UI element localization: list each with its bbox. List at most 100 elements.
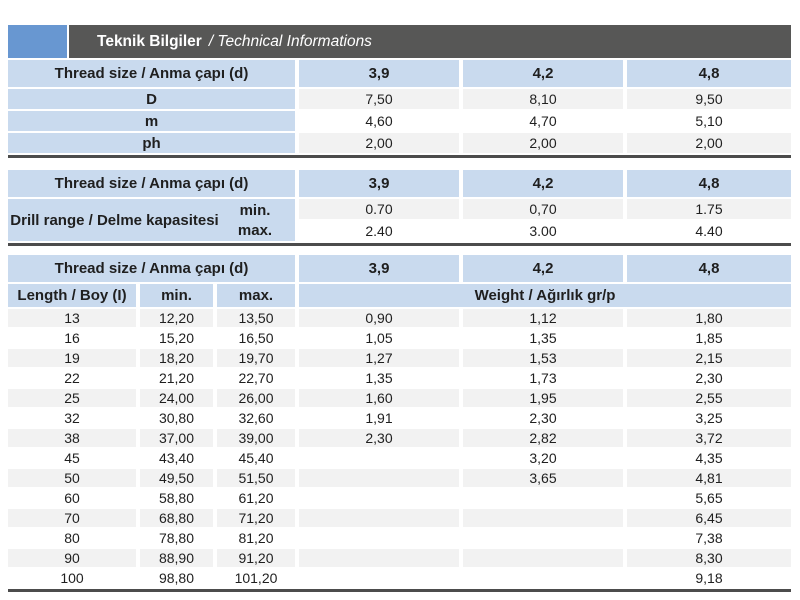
title-turkish: Teknik Bilgiler bbox=[97, 32, 202, 50]
thread-size-header-cell: Thread size / Anma çapı (d) bbox=[8, 60, 295, 87]
weight-cell: 3,25 bbox=[627, 409, 791, 427]
weight-header: Weight / Ağırlık gr/p bbox=[299, 284, 791, 307]
max-cell: 32,60 bbox=[217, 409, 295, 427]
page-title: Teknik Bilgiler / Technical Informations bbox=[69, 25, 791, 58]
drill-max-cell: 2.40 bbox=[299, 221, 459, 241]
weight-cell bbox=[463, 549, 623, 567]
max-label: max. bbox=[237, 221, 273, 239]
min-cell: 30,80 bbox=[140, 409, 213, 427]
weight-cell: 9,18 bbox=[627, 569, 791, 587]
min-label: min. bbox=[239, 201, 271, 219]
dim-row-label: D bbox=[8, 89, 295, 109]
length-cell: 90 bbox=[8, 549, 136, 567]
drill-max-cell: 3.00 bbox=[463, 221, 623, 241]
weight-cell: 8,30 bbox=[627, 549, 791, 567]
min-cell: 68,80 bbox=[140, 509, 213, 527]
dim-value-cell: 5,10 bbox=[627, 111, 791, 131]
thread-size-header-cell: Thread size / Anma çapı (d) bbox=[8, 170, 295, 197]
weight-cell: 2,15 bbox=[627, 349, 791, 367]
min-header: min. bbox=[140, 284, 213, 307]
dim-value-cell: 7,50 bbox=[299, 89, 459, 109]
max-header: max. bbox=[217, 284, 295, 307]
min-cell: 37,00 bbox=[140, 429, 213, 447]
weight-cell: 2,30 bbox=[627, 369, 791, 387]
min-cell: 43,40 bbox=[140, 449, 213, 467]
dim-value-cell: 4,60 bbox=[299, 111, 459, 131]
weight-cell bbox=[299, 509, 459, 527]
length-header: Length / Boy (I) bbox=[8, 284, 136, 307]
length-cell: 45 bbox=[8, 449, 136, 467]
dim-value-cell: 2,00 bbox=[463, 133, 623, 153]
thread-col-header-0: 3,9 bbox=[299, 60, 459, 87]
min-cell: 98,80 bbox=[140, 569, 213, 587]
weight-cell bbox=[463, 489, 623, 507]
weight-cell: 3,20 bbox=[463, 449, 623, 467]
thread-col-header-2: 4,8 bbox=[627, 60, 791, 87]
weight-cell bbox=[299, 449, 459, 467]
drill-min-cell: 0.70 bbox=[299, 199, 459, 219]
dim-value-cell: 2,00 bbox=[299, 133, 459, 153]
weight-cell: 2,30 bbox=[299, 429, 459, 447]
weight-cell: 1,91 bbox=[299, 409, 459, 427]
length-cell: 100 bbox=[8, 569, 136, 587]
min-max-labels: min. max. bbox=[221, 200, 295, 240]
dimensions-table: Thread size / Anma çapı (d) 3,9 4,2 4,8 D 7,5… bbox=[8, 60, 791, 153]
weight-cell bbox=[463, 529, 623, 547]
dim-row-label: ph bbox=[8, 133, 295, 153]
drill-min-cell: 0,70 bbox=[463, 199, 623, 219]
min-cell: 58,80 bbox=[140, 489, 213, 507]
length-cell: 50 bbox=[8, 469, 136, 487]
dim-row-label: m bbox=[8, 111, 295, 131]
title-english: / Technical Informations bbox=[208, 32, 372, 50]
weight-cell: 1,35 bbox=[299, 369, 459, 387]
weight-cell: 2,82 bbox=[463, 429, 623, 447]
weight-cell bbox=[299, 569, 459, 587]
thread-col-header-0: 3,9 bbox=[299, 170, 459, 197]
drill-max-cell: 4.40 bbox=[627, 221, 791, 241]
title-bar: Teknik Bilgiler / Technical Informations bbox=[8, 25, 791, 58]
weight-cell bbox=[299, 489, 459, 507]
max-cell: 13,50 bbox=[217, 309, 295, 327]
drill-range-table: Thread size / Anma çapı (d) 3,9 4,2 4,8 Dril… bbox=[8, 170, 791, 241]
weight-cell: 4,81 bbox=[627, 469, 791, 487]
length-cell: 70 bbox=[8, 509, 136, 527]
thread-col-header-2: 4,8 bbox=[627, 255, 791, 282]
min-cell: 15,20 bbox=[140, 329, 213, 347]
max-cell: 26,00 bbox=[217, 389, 295, 407]
thread-col-header-1: 4,2 bbox=[463, 170, 623, 197]
length-cell: 22 bbox=[8, 369, 136, 387]
dim-value-cell: 2,00 bbox=[627, 133, 791, 153]
separator-line bbox=[8, 155, 791, 158]
weight-cell: 5,65 bbox=[627, 489, 791, 507]
max-cell: 81,20 bbox=[217, 529, 295, 547]
separator-line bbox=[8, 589, 791, 592]
max-cell: 22,70 bbox=[217, 369, 295, 387]
thread-col-header-2: 4,8 bbox=[627, 170, 791, 197]
max-cell: 71,20 bbox=[217, 509, 295, 527]
min-cell: 24,00 bbox=[140, 389, 213, 407]
max-cell: 101,20 bbox=[217, 569, 295, 587]
weight-cell: 1,05 bbox=[299, 329, 459, 347]
weight-cell: 3,72 bbox=[627, 429, 791, 447]
thread-col-header-1: 4,2 bbox=[463, 255, 623, 282]
min-cell: 78,80 bbox=[140, 529, 213, 547]
length-cell: 13 bbox=[8, 309, 136, 327]
weight-cell: 1,53 bbox=[463, 349, 623, 367]
drill-min-cell: 1.75 bbox=[627, 199, 791, 219]
accent-square bbox=[8, 25, 67, 58]
weight-cell bbox=[299, 529, 459, 547]
weight-cell: 1,35 bbox=[463, 329, 623, 347]
weight-cell: 1,12 bbox=[463, 309, 623, 327]
drill-range-label: Drill range / Delme kapasitesi bbox=[10, 211, 219, 229]
thread-col-header-1: 4,2 bbox=[463, 60, 623, 87]
length-cell: 25 bbox=[8, 389, 136, 407]
dim-value-cell: 8,10 bbox=[463, 89, 623, 109]
weight-cell: 4,35 bbox=[627, 449, 791, 467]
length-cell: 80 bbox=[8, 529, 136, 547]
min-cell: 88,90 bbox=[140, 549, 213, 567]
separator-line bbox=[8, 243, 791, 246]
min-cell: 18,20 bbox=[140, 349, 213, 367]
weight-cell: 1,27 bbox=[299, 349, 459, 367]
max-cell: 16,50 bbox=[217, 329, 295, 347]
max-cell: 45,40 bbox=[217, 449, 295, 467]
